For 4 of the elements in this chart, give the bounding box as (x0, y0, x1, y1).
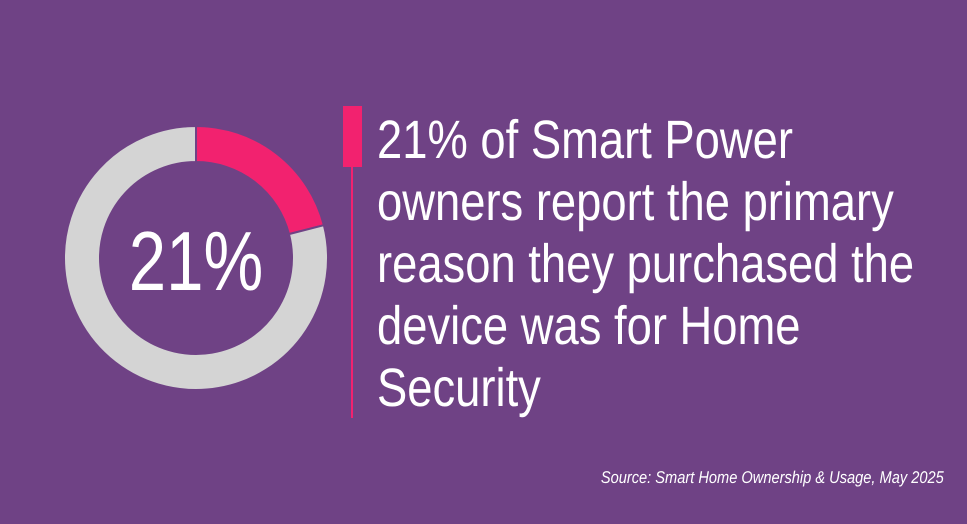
text: 21% of Smart Power owners report the primary reason they purchased the device was for Home Security (377, 109, 916, 419)
source-note: Source: Smart Home Ownership & Usage, May 2025 (601, 468, 944, 488)
donut-slice (63, 125, 329, 391)
text: 21% (128, 214, 264, 308)
